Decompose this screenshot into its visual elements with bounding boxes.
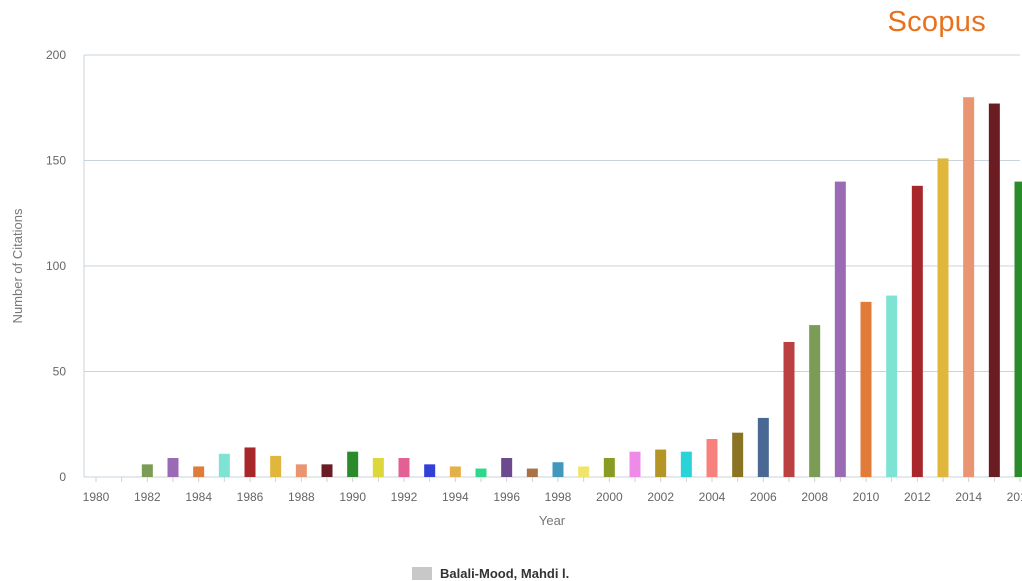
x-tick-label: 2006 [750,490,777,504]
x-tick-label: 2008 [801,490,828,504]
bar-2001[interactable] [630,452,641,477]
y-tick-label: 200 [46,48,66,62]
bar-1984[interactable] [193,466,204,477]
x-tick-label: 2010 [853,490,880,504]
bar-2008[interactable] [809,325,820,477]
x-tick-label: 2014 [955,490,982,504]
bar-1983[interactable] [168,458,179,477]
x-tick-label: 2000 [596,490,623,504]
x-tick-label: 1980 [83,490,110,504]
citations-bar-chart: 0 50 100 150 200 1980 1982 1984 1986 1988 1990 199… [0,0,1022,560]
legend-swatch [412,567,432,580]
bar-1987[interactable] [270,456,281,477]
y-axis-ticks: 0 50 100 150 200 [46,48,66,484]
bar-1989[interactable] [322,464,333,477]
bar-2007[interactable] [784,342,795,477]
bar-1996[interactable] [501,458,512,477]
bar-1985[interactable] [219,454,230,477]
bar-2000[interactable] [604,458,615,477]
bar-1982[interactable] [142,464,153,477]
bar-1993[interactable] [424,464,435,477]
x-tick-label: 1998 [545,490,572,504]
bar-2003[interactable] [681,452,692,477]
bar-2014[interactable] [963,97,974,477]
bar-1994[interactable] [450,466,461,477]
x-tick-label: 2016 [1007,490,1022,504]
x-tick-label: 1984 [185,490,212,504]
bar-2006[interactable] [758,418,769,477]
y-tick-label: 150 [46,154,66,168]
bar-2004[interactable] [707,439,718,477]
bar-1992[interactable] [399,458,410,477]
bar-2011[interactable] [886,296,897,477]
x-axis-ticks: 1980 1982 1984 1986 1988 1990 1992 1994 1996 1998… [83,477,1022,504]
x-tick-label: 2012 [904,490,931,504]
bar-2013[interactable] [938,158,949,477]
y-tick-label: 50 [53,365,67,379]
bar-2002[interactable] [655,450,666,477]
bar-2010[interactable] [861,302,872,477]
bar-1991[interactable] [373,458,384,477]
grid-lines [84,55,1020,477]
y-tick-label: 0 [59,470,66,484]
x-tick-label: 1982 [134,490,161,504]
x-tick-label: 2004 [699,490,726,504]
bar-2005[interactable] [732,433,743,477]
bar-2009[interactable] [835,182,846,477]
x-tick-label: 1990 [339,490,366,504]
bar-1998[interactable] [553,462,564,477]
x-tick-label: 1994 [442,490,469,504]
bar-2016[interactable] [1015,182,1022,477]
y-axis-title: Number of Citations [10,208,25,323]
x-axis-title: Year [539,513,566,528]
bar-1999[interactable] [578,466,589,477]
bars [142,97,1022,477]
bar-1988[interactable] [296,464,307,477]
x-tick-label: 2002 [647,490,674,504]
bar-2015[interactable] [989,104,1000,477]
x-tick-label: 1996 [493,490,520,504]
x-tick-label: 1988 [288,490,315,504]
bar-2012[interactable] [912,186,923,477]
bar-1986[interactable] [245,447,256,477]
bar-1997[interactable] [527,469,538,477]
bar-1990[interactable] [347,452,358,477]
x-tick-label: 1992 [391,490,418,504]
x-tick-label: 1986 [237,490,264,504]
bar-1995[interactable] [476,469,487,477]
y-tick-label: 100 [46,259,66,273]
